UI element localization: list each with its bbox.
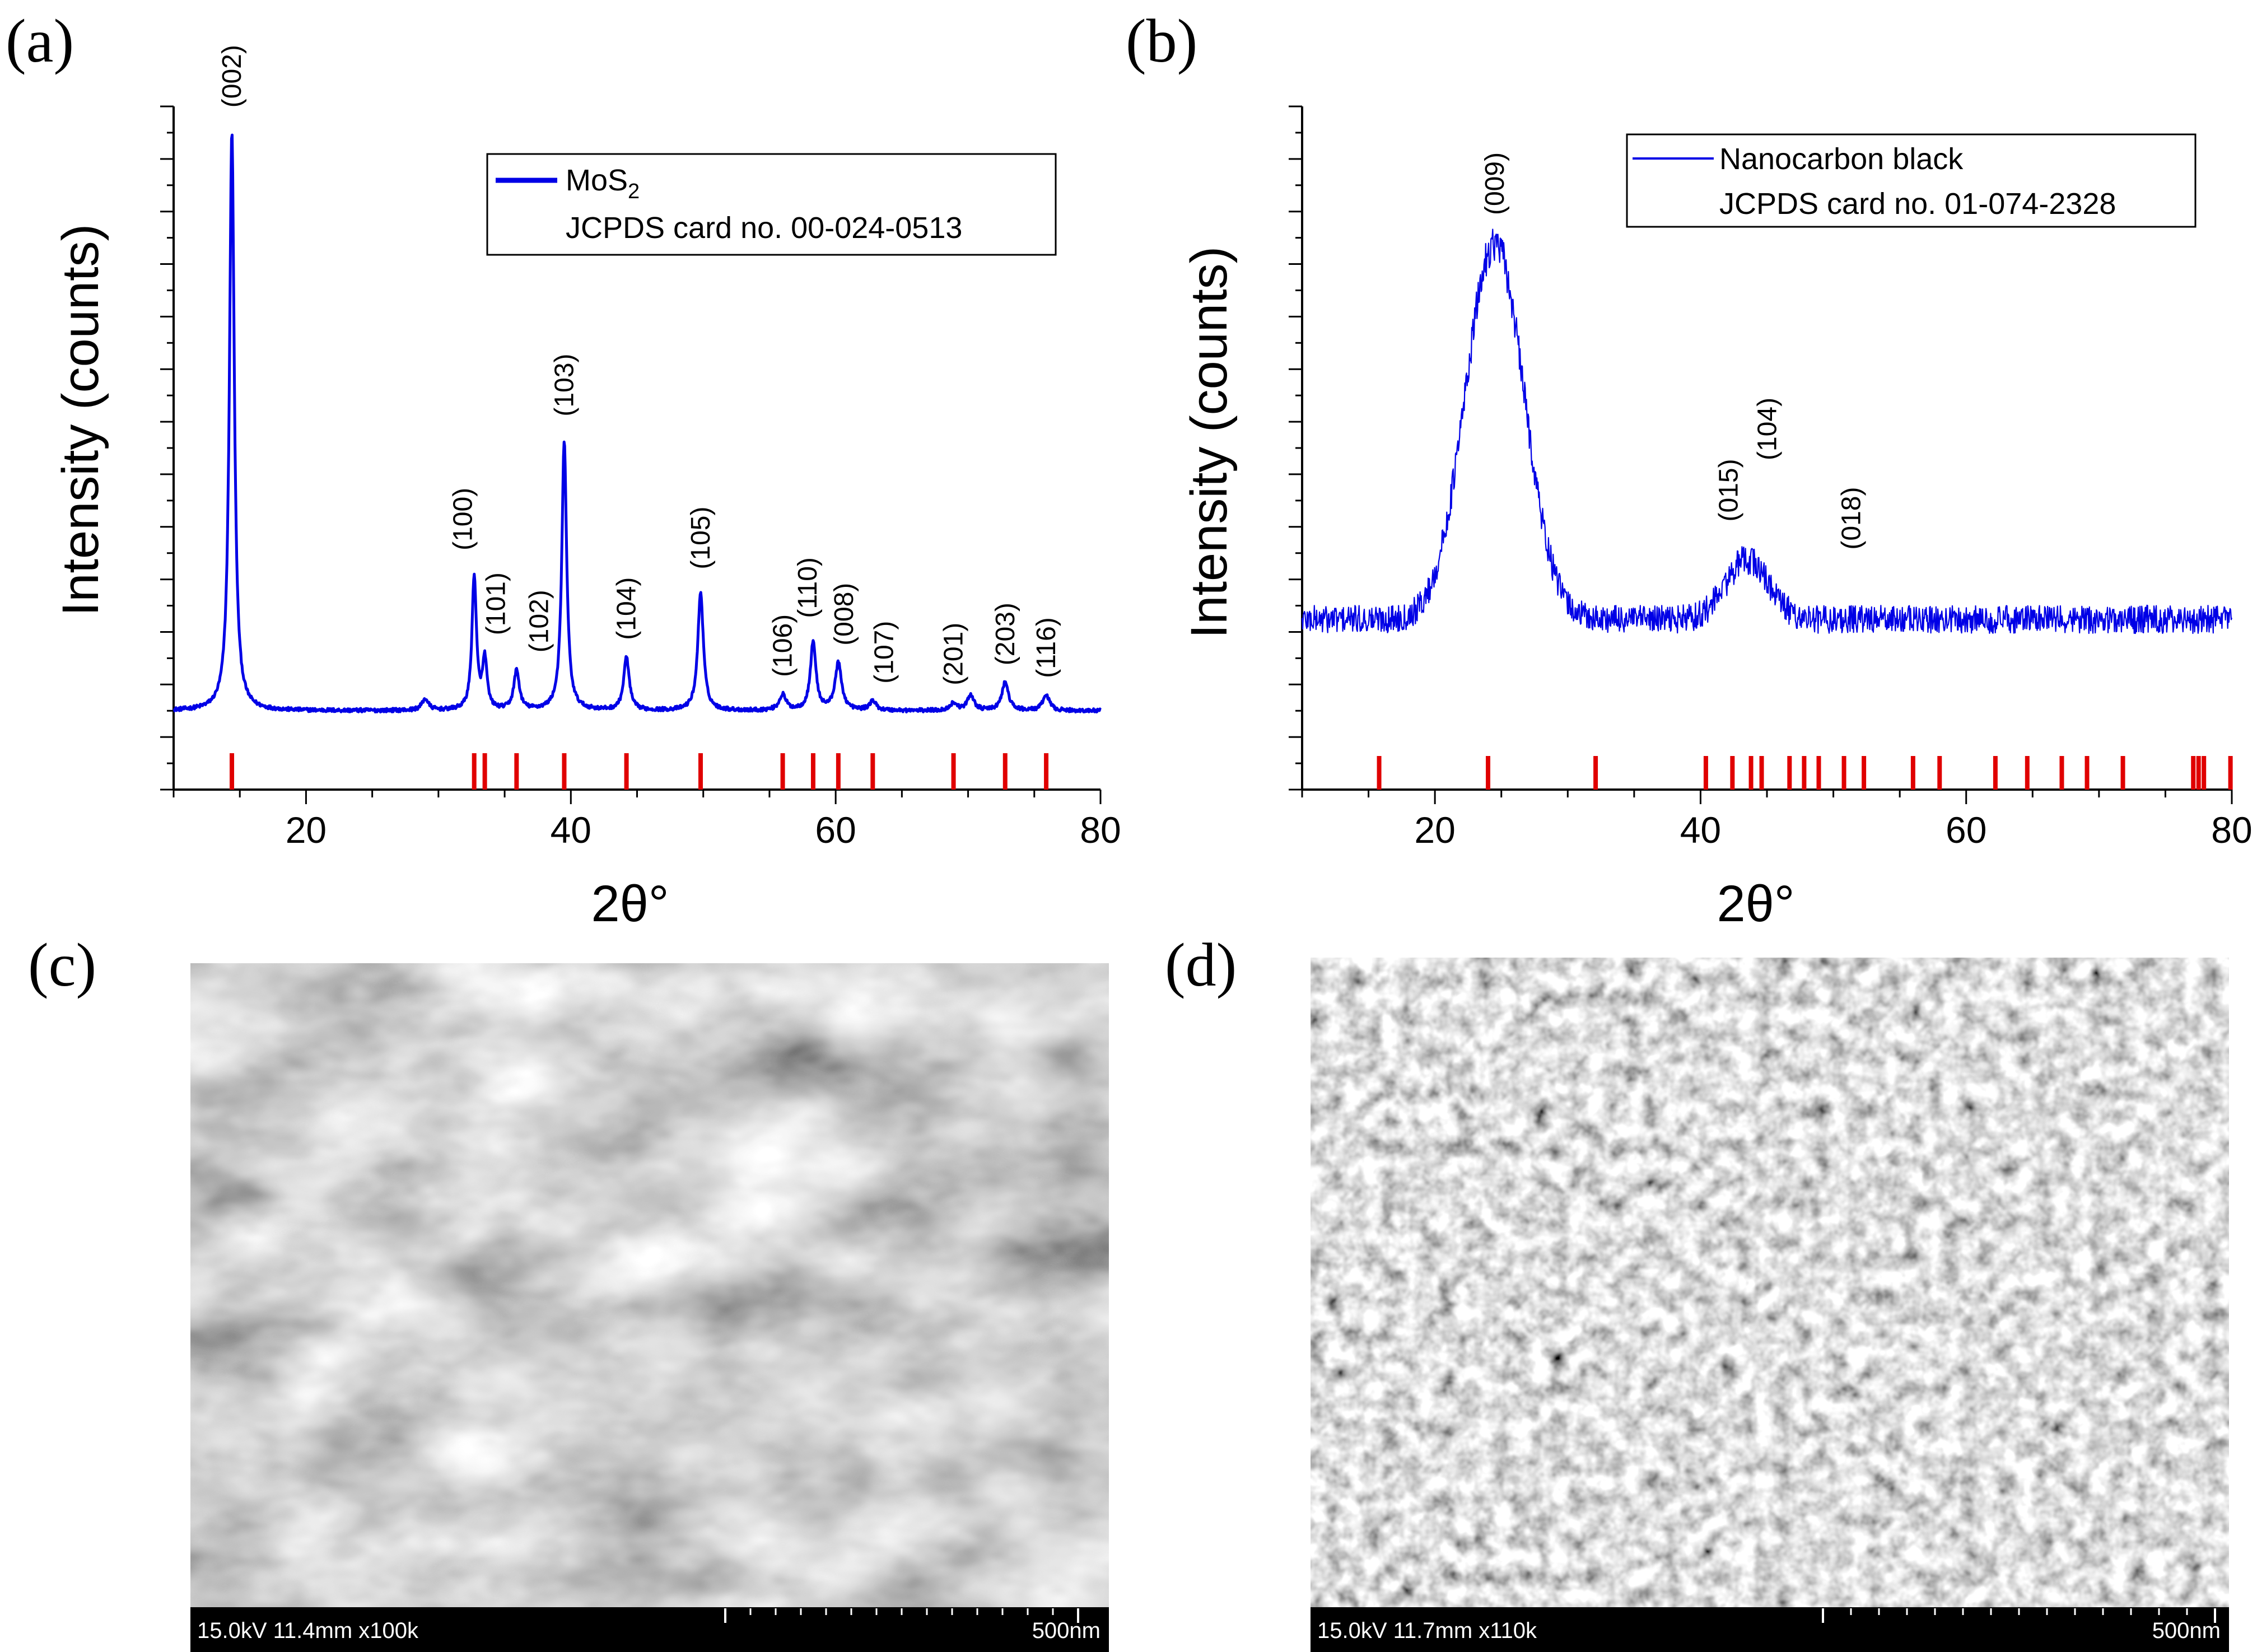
legend-entry-nanocarbon: Nanocarbon black: [1719, 142, 1964, 176]
x-tick-label: 20: [1414, 809, 1455, 851]
sem-image-mos2: 15.0kV 11.4mm x100k 500nm: [190, 963, 1109, 1652]
peak-label: (110): [793, 557, 823, 618]
panel-letter-b: (b): [1126, 7, 1197, 75]
x-tick-label: 60: [815, 809, 856, 851]
x-tick-label: 80: [1080, 809, 1121, 851]
peak-label: (104): [612, 577, 642, 640]
peak-label: (106): [768, 614, 798, 677]
sem-info-bar: [1311, 1607, 2229, 1652]
scale-bar-ticks: [1822, 1608, 2216, 1623]
peak-label: (103): [550, 354, 580, 417]
peak-label: (008): [829, 583, 859, 646]
x-tick-label: 60: [1946, 809, 1986, 851]
sem-micrograph: [190, 963, 1109, 1607]
x-tick-label: 20: [286, 809, 327, 851]
chart-marks: 20 40 60 80 (009) (015) (104) (018): [1289, 105, 2253, 851]
panel-letter-c: (c): [28, 931, 96, 999]
sem-info-bar: [190, 1607, 1109, 1652]
peak-label: (104): [1753, 398, 1783, 460]
peak-label: (102): [524, 590, 554, 652]
peak-label: (100): [449, 488, 478, 550]
x-tick-label: 80: [2211, 809, 2252, 851]
data-series-line: [1301, 228, 2233, 634]
y-axis-title: Intensity (counts): [52, 224, 109, 617]
scale-bar-label: 500nm: [2152, 1618, 2221, 1643]
legend-box: [1626, 133, 2197, 228]
peak-label: (116): [1032, 617, 1061, 678]
legend-entry-jcpds: JCPDS card no. 01-074-2328: [1719, 187, 2116, 221]
sem-micrograph: [1311, 958, 2229, 1607]
sem-info-text: 15.0kV 11.7mm x110k: [1317, 1618, 1537, 1643]
peak-label: (101): [482, 572, 511, 635]
x-axis-title: 2θ°: [1717, 875, 1794, 932]
peak-label: (018): [1836, 487, 1866, 550]
x-tick-label: 40: [1680, 809, 1721, 851]
xrd-chart-nanocarbon: 20 40 60 80 (009) (015) (104) (018) 2θ° Intensi…: [1181, 105, 2253, 932]
peak-label: (203): [991, 603, 1020, 665]
legend: Nanocarbon black JCPDS card no. 01-074-2…: [1626, 133, 2197, 228]
y-axis-title: Intensity (counts): [1181, 246, 1238, 639]
panel-letter-d: (d): [1165, 931, 1237, 999]
panel-letter-a: (a): [6, 7, 74, 75]
peak-label: (009): [1480, 152, 1510, 215]
x-tick-label: 40: [551, 809, 591, 851]
peak-label: (105): [686, 507, 716, 570]
sem-image-nanocarbon: 15.0kV 11.7mm x110k 500nm: [1311, 958, 2229, 1652]
peak-label: (201): [939, 623, 969, 685]
legend-entry-jcpds: JCPDS card no. 00-024-0513: [566, 211, 962, 245]
scale-bar-ticks: [724, 1608, 1079, 1623]
chart-marks: 20 40 60 80 (002) (100)(101) (102) (103) (104) (1…: [160, 45, 1121, 851]
peak-label: (107): [869, 621, 899, 684]
peak-label: (015): [1714, 459, 1744, 521]
xrd-chart-mos2: 20 40 60 80 (002) (100)(101) (102) (103) (104) (1…: [52, 45, 1121, 932]
x-axis-title: 2θ°: [591, 875, 669, 932]
legend-box: [486, 153, 1057, 256]
sem-info-text: 15.0kV 11.4mm x100k: [197, 1618, 419, 1643]
legend: MoS2 JCPDS card no. 00-024-0513: [486, 153, 1057, 256]
peak-label: (002): [217, 45, 247, 108]
data-series-line: [172, 133, 1102, 713]
scale-bar-label: 500nm: [1032, 1618, 1100, 1643]
legend-entry-mos2: MoS2: [566, 164, 640, 203]
